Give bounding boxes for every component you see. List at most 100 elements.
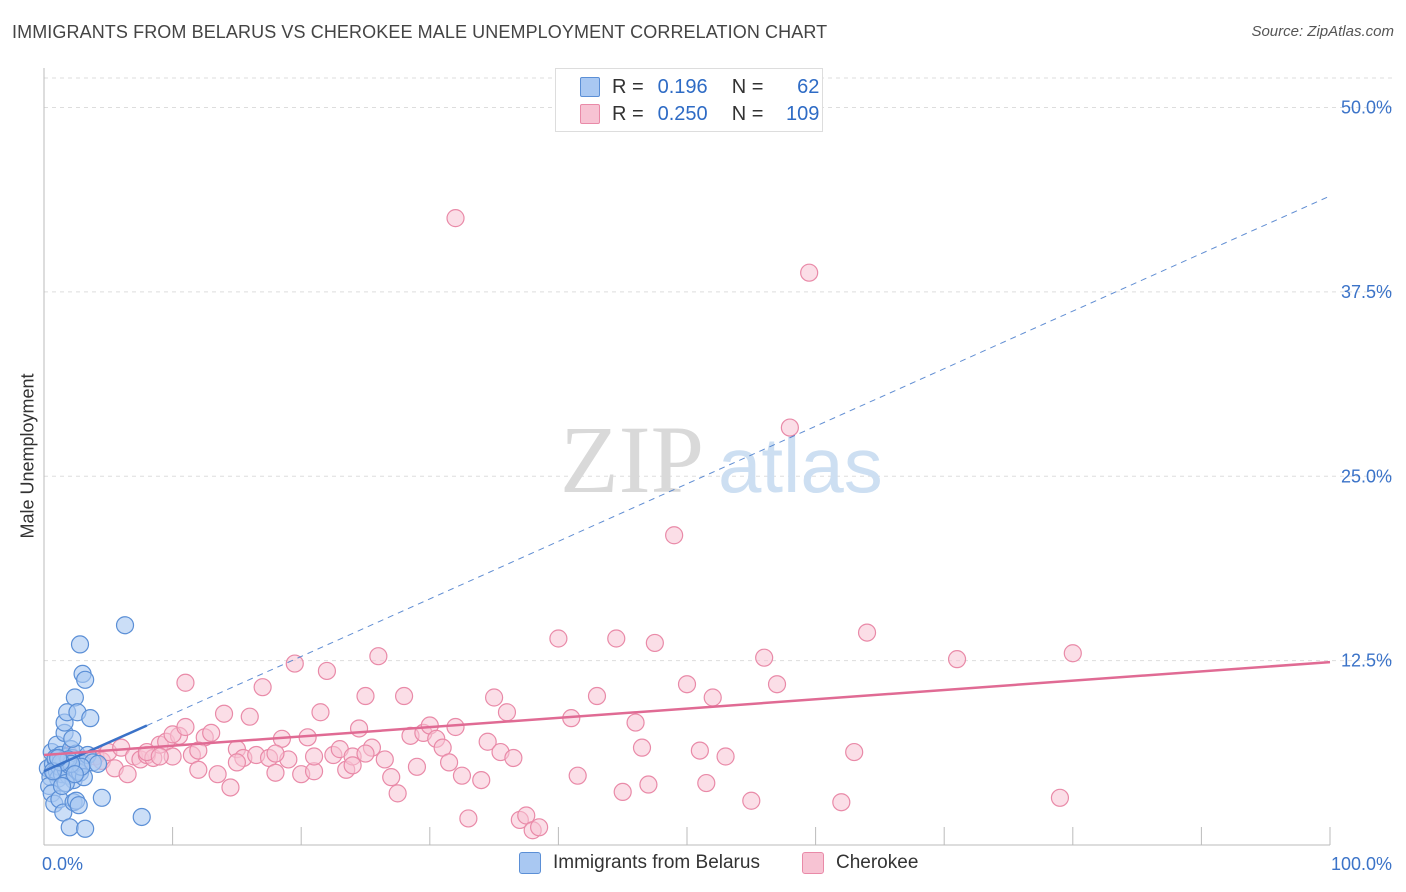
cherokee-point: [394, 686, 414, 706]
chart-title: IMMIGRANTS FROM BELARUS VS CHEROKEE MALE…: [12, 22, 828, 42]
cherokee-point: [767, 675, 787, 694]
tick-label-layer: 12.5% 25.0% 37.5% 50.0% 0.0% 100.0%: [42, 98, 1392, 875]
cherokee-point: [845, 742, 864, 762]
belarus-point: [115, 616, 135, 635]
belarus-point: [70, 635, 90, 654]
legend-n-value: 62: [797, 75, 820, 98]
cherokee-point: [304, 747, 324, 766]
cherokee-point: [285, 654, 304, 673]
belarus-point: [65, 765, 84, 784]
cherokee-point: [645, 633, 664, 653]
cherokee-point: [800, 263, 819, 282]
legend-n-value: 109: [786, 102, 820, 125]
cherokee-point: [439, 753, 459, 772]
series-legend-label: Immigrants from Belarus: [553, 852, 760, 873]
cherokee-point: [472, 770, 491, 790]
cherokee-point: [497, 703, 517, 722]
belarus-point: [63, 729, 82, 748]
legend-swatch-belarus: [580, 77, 600, 97]
cherokee-point: [613, 782, 632, 802]
series-legend-cherokee[interactable]: Cherokee: [802, 852, 918, 874]
belarus-point: [69, 796, 88, 815]
cherokee-point: [388, 784, 407, 803]
cherokee-point: [452, 766, 472, 785]
belarus-point: [81, 709, 100, 728]
x-tick-label: 100.0%: [1331, 854, 1392, 874]
cherokee-point: [369, 647, 388, 666]
cherokee-point: [150, 747, 169, 766]
belarus-point: [60, 818, 79, 837]
cherokee-point: [549, 629, 568, 648]
cherokee-point: [311, 703, 330, 722]
cherokee-point: [176, 673, 195, 692]
watermark-atlas: atlas: [718, 421, 883, 509]
x-tick-label: 0.0%: [42, 854, 83, 874]
cherokee-point: [266, 763, 285, 782]
cherokee-point: [703, 688, 722, 707]
cherokee-point: [742, 791, 761, 810]
legend-r-label: R =: [612, 75, 644, 98]
cherokee-point: [446, 717, 465, 737]
cherokee-point: [626, 713, 645, 732]
belarus-point: [76, 670, 95, 689]
cherokee-point: [221, 778, 240, 797]
cherokee-point: [690, 741, 709, 760]
cherokee-point: [459, 809, 478, 828]
cherokee-point: [1050, 788, 1070, 807]
cherokee-point: [485, 688, 504, 707]
cherokee-point: [947, 650, 967, 669]
legend-row-belarus: R = 0.196 N = 62: [580, 74, 819, 100]
cherokee-point: [118, 765, 137, 784]
cherokee-point: [375, 750, 394, 769]
cherokee-point: [607, 629, 626, 648]
belarus-trend-extension: [146, 195, 1331, 726]
trend-layer: [43, 195, 1331, 773]
belarus-point: [92, 788, 111, 807]
cherokee-point: [382, 768, 401, 787]
cherokee-point: [716, 747, 735, 766]
belarus-point: [52, 776, 72, 796]
cherokee-point: [240, 707, 259, 726]
axis-layer: [43, 68, 1331, 846]
cherokee-point: [587, 686, 607, 706]
correlation-legend: R = 0.196 N = 62 R = 0.250 N = 109: [555, 68, 823, 132]
y-tick-label: 25.0%: [1341, 466, 1392, 486]
series-swatch-belarus: [519, 852, 541, 874]
points-layer: [38, 209, 1082, 840]
series-legend-label: Cherokee: [836, 852, 919, 873]
cherokee-point: [189, 741, 208, 760]
cherokee-trend-line: [43, 660, 1331, 757]
watermark-zip: ZIP: [560, 406, 704, 513]
cherokee-point: [697, 773, 716, 793]
cherokee-point: [639, 775, 658, 794]
cherokee-point: [832, 793, 851, 812]
cherokee-point: [253, 678, 272, 697]
series-legend-belarus[interactable]: Immigrants from Belarus: [519, 852, 760, 874]
watermark: ZIP atlas: [560, 406, 883, 513]
legend-swatch-cherokee: [580, 104, 600, 124]
cherokee-point: [349, 719, 369, 738]
cherokee-point: [677, 675, 697, 694]
cherokee-point: [1063, 644, 1082, 663]
legend-n-label: N =: [731, 75, 764, 98]
cherokee-point: [208, 765, 227, 784]
legend-r-value: 0.196: [657, 75, 708, 98]
cherokee-point: [356, 686, 375, 706]
belarus-point: [76, 819, 95, 838]
cherokee-point: [446, 209, 465, 228]
legend-r-value: 0.250: [657, 102, 708, 125]
legend-row-cherokee: R = 0.250 N = 109: [580, 101, 819, 127]
series-legend: Immigrants from Belarus Cherokee: [0, 852, 1406, 878]
legend-r-label: R =: [612, 102, 644, 125]
cherokee-point: [202, 723, 221, 743]
belarus-trend-line: [43, 724, 148, 773]
cherokee-point: [530, 818, 549, 837]
y-tick-label: 50.0%: [1341, 98, 1392, 118]
cherokee-point: [755, 648, 774, 667]
y-tick-label: 12.5%: [1341, 651, 1392, 671]
cherokee-point: [632, 738, 652, 757]
legend-n-label: N =: [731, 102, 764, 125]
cherokee-point: [857, 623, 877, 642]
cherokee-point: [407, 757, 427, 776]
